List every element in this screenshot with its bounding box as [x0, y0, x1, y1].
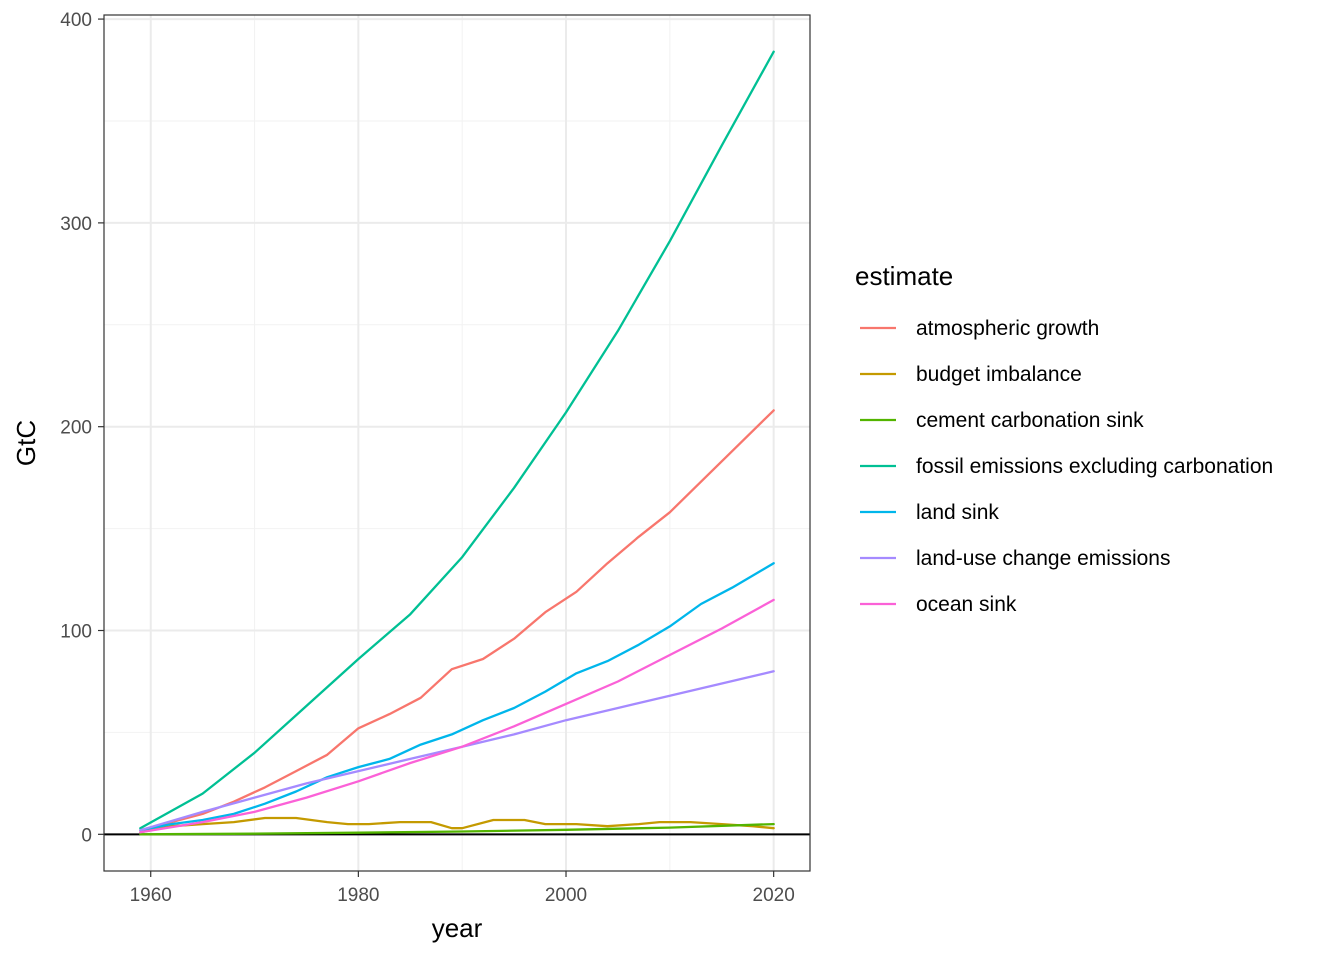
y-tick-label: 100 [60, 622, 92, 643]
series-line-2 [139, 822, 775, 836]
legend-label-3: fossil emissions excluding carbonation [916, 455, 1273, 478]
x-tick-label: 1980 [337, 885, 379, 906]
legend-label-2: cement carbonation sink [916, 409, 1144, 432]
series-line-1 [139, 816, 775, 834]
y-tick-label: 200 [60, 418, 92, 439]
series-line-6 [139, 598, 775, 834]
y-tick-label: 0 [81, 825, 92, 846]
legend-label-0: atmospheric growth [916, 317, 1099, 340]
y-axis-ticks: 0 100 200 300 400 [60, 10, 104, 846]
y-axis-title: GtC [11, 420, 41, 466]
x-tick-label: 1960 [130, 885, 172, 906]
legend-label-4: land sink [916, 501, 999, 524]
legend: estimate atmospheric growth budget imbala… [855, 261, 1273, 616]
legend-title: estimate [855, 261, 953, 291]
x-tick-label: 2020 [753, 885, 795, 906]
series-lines [139, 50, 775, 836]
y-tick-label: 300 [60, 214, 92, 235]
y-tick-label: 400 [60, 10, 92, 31]
x-axis-title: year [432, 913, 483, 943]
series-line-4 [139, 562, 775, 832]
legend-label-1: budget imbalance [916, 363, 1082, 386]
panel-background [104, 15, 810, 871]
legend-label-6: ocean sink [916, 593, 1017, 616]
x-tick-label: 2000 [545, 885, 587, 906]
panel-border [103, 14, 811, 872]
x-axis-ticks: 1960 1980 2000 2020 [130, 871, 795, 906]
series-line-0 [139, 409, 775, 832]
minor-gridlines [104, 15, 810, 871]
legend-label-5: land-use change emissions [916, 547, 1170, 570]
series-line-3 [139, 50, 775, 830]
